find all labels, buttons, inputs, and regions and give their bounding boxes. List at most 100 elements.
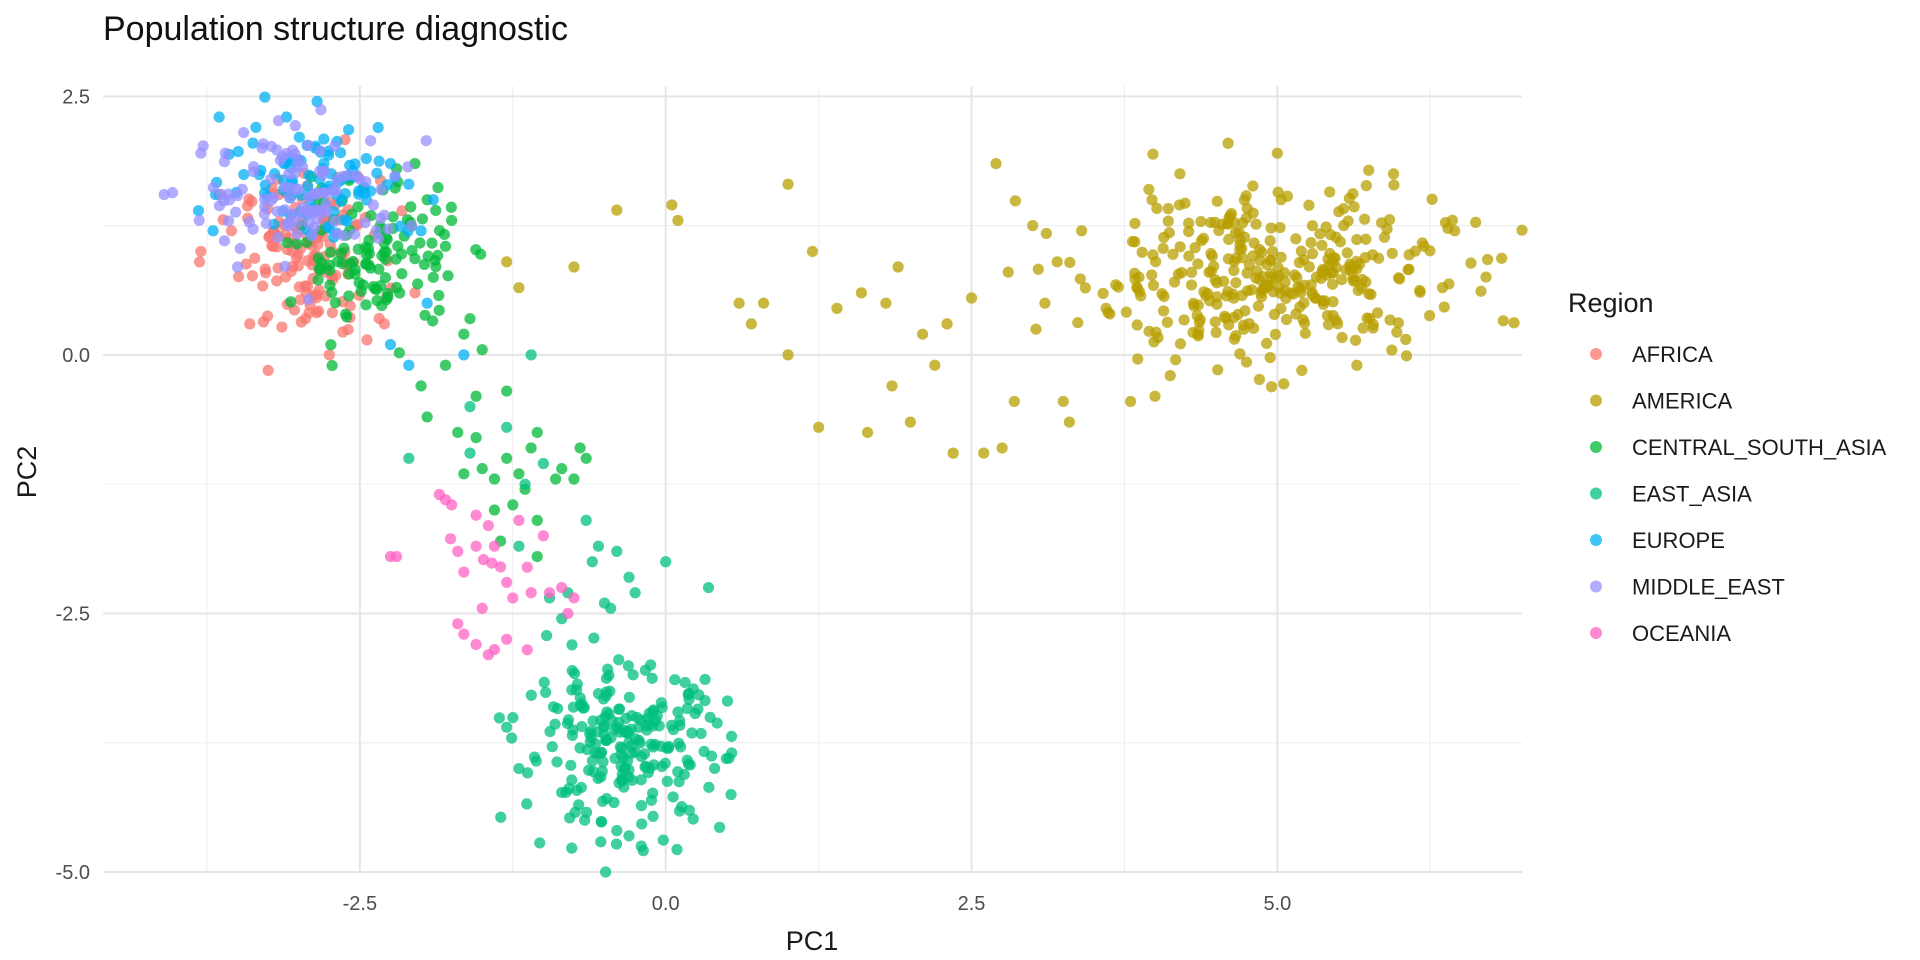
data-point [613, 654, 625, 666]
data-point [666, 199, 678, 211]
series-middle-east [158, 104, 432, 306]
data-point [326, 306, 339, 319]
data-point [947, 447, 959, 459]
data-point [1306, 220, 1319, 232]
data-point [427, 271, 439, 283]
data-point [1241, 285, 1254, 297]
data-point [651, 710, 663, 722]
data-point [325, 339, 337, 351]
data-point [452, 618, 464, 630]
data-point [1295, 245, 1307, 257]
data-point [990, 157, 1002, 170]
data-point [1363, 288, 1375, 300]
legend-item: MIDDLE_EAST [1590, 575, 1785, 600]
data-point [556, 581, 568, 594]
data-point [439, 359, 452, 371]
data-point [291, 238, 303, 250]
data-point [361, 334, 373, 346]
data-point [501, 256, 513, 268]
data-point [1222, 137, 1234, 149]
data-point [338, 229, 350, 242]
data-point [1449, 225, 1461, 237]
data-point [1265, 222, 1277, 234]
data-point [618, 724, 630, 736]
data-point [218, 156, 231, 168]
data-point [250, 121, 262, 133]
data-point [1508, 317, 1520, 329]
data-point [880, 297, 892, 309]
data-point [415, 225, 427, 237]
legend-item: EUROPE [1590, 528, 1725, 553]
data-point [1373, 252, 1385, 264]
x-axis-title: PC1 [786, 926, 839, 956]
data-point [1418, 240, 1430, 252]
data-point [372, 232, 385, 244]
data-point [257, 280, 269, 292]
data-point [562, 607, 574, 620]
data-point [476, 344, 488, 356]
data-point [195, 245, 207, 258]
data-point [1426, 193, 1438, 205]
data-point [1340, 264, 1352, 276]
data-point [329, 140, 341, 152]
data-point [1247, 250, 1259, 262]
data-point [373, 263, 385, 275]
data-point [1210, 326, 1222, 339]
data-point [309, 204, 321, 216]
data-point [831, 302, 843, 314]
data-point [387, 211, 399, 223]
data-point [415, 380, 427, 392]
data-point [1306, 248, 1319, 260]
data-point [686, 727, 698, 739]
data-point [1387, 168, 1400, 180]
data-point [904, 416, 916, 428]
data-point [1497, 315, 1509, 327]
data-point [249, 252, 261, 264]
data-point [495, 811, 507, 823]
data-point [470, 638, 482, 651]
data-point [1192, 328, 1204, 340]
data-point [1174, 241, 1186, 253]
axis-labels: -2.5 0.0 2.5 5.0 2.5 0.0 -2.5 -5.0 [56, 86, 1292, 915]
data-point [420, 135, 432, 147]
data-point [1136, 246, 1148, 258]
data-point [1228, 264, 1240, 277]
data-point [1183, 217, 1195, 229]
data-point [207, 225, 219, 237]
data-point [1352, 284, 1364, 296]
data-point [1233, 226, 1245, 239]
data-point [326, 359, 338, 372]
data-point [488, 504, 501, 516]
data-point [1360, 233, 1372, 245]
data-point [1278, 378, 1290, 390]
data-point [339, 214, 351, 226]
data-point [476, 463, 488, 475]
data-point [1234, 348, 1246, 360]
data-point [279, 260, 291, 272]
legend: Region AFRICA AMERICA CENTRAL_SOUTH_ASIA EA… [1568, 288, 1887, 646]
data-point [713, 821, 726, 833]
data-point [365, 135, 377, 147]
data-point [382, 223, 394, 235]
data-point [390, 253, 402, 265]
data-point [623, 764, 635, 776]
x-tick-label: 0.0 [652, 893, 680, 915]
data-point [405, 201, 417, 213]
data-point [629, 746, 641, 758]
data-point [225, 225, 238, 237]
data-point [193, 214, 205, 226]
data-point [302, 293, 315, 306]
data-point [291, 228, 303, 240]
data-point [543, 587, 556, 599]
data-point [501, 633, 513, 645]
data-point [550, 473, 562, 485]
data-point [602, 663, 614, 675]
data-point [598, 719, 610, 732]
data-point [343, 290, 355, 302]
data-point [1298, 253, 1310, 266]
data-point [418, 258, 431, 271]
data-point [394, 220, 406, 232]
data-point [1327, 296, 1339, 308]
data-point [549, 718, 561, 730]
data-point [1147, 148, 1159, 160]
